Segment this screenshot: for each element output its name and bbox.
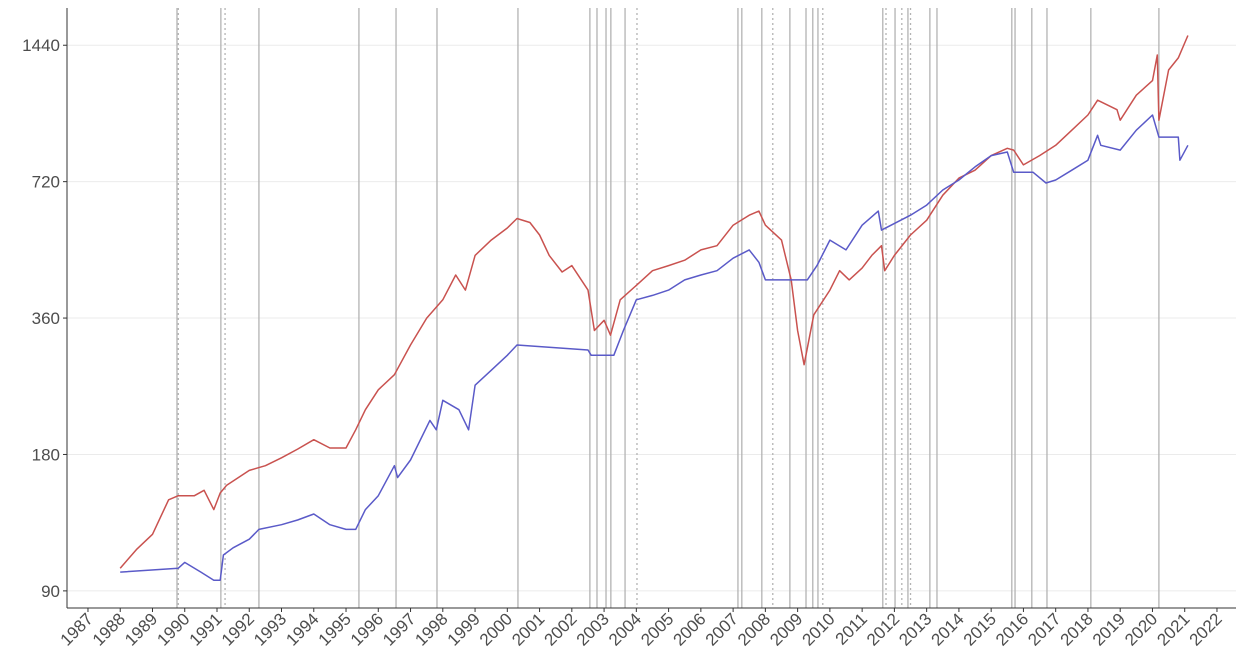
y-tick-label: 90 [41,582,60,601]
x-tick-label: 2010 [799,609,839,649]
x-tick-label: 2019 [1089,609,1129,649]
x-tick-label: 2014 [928,609,968,649]
x-tick-label: 1994 [282,609,322,649]
y-tick-label: 360 [32,309,60,328]
series-line [119,35,1189,569]
x-tick-label: 2002 [540,609,580,649]
x-tick-label: 2015 [960,609,1000,649]
x-tick-label: 2022 [1186,609,1226,649]
x-tick-label: 1996 [347,609,387,649]
x-tick-label: 2008 [734,609,774,649]
x-tick-label: 2018 [1057,609,1097,649]
x-tick-label: 1992 [218,609,258,649]
x-tick-label: 1999 [444,609,484,649]
x-tick-label: 2020 [1121,609,1161,649]
x-tick-label: 2011 [832,609,871,648]
x-tick-label: 1988 [89,609,129,649]
y-tick-label: 720 [32,173,60,192]
y-tick-label: 1440 [22,36,60,55]
x-tick-label: 2000 [476,609,516,649]
series-line [120,114,1189,581]
x-tick-label: 2009 [766,609,806,649]
x-tick-label: 1997 [379,609,419,649]
x-tick-label: 1989 [121,609,161,649]
x-tick-label: 2021 [1153,609,1193,649]
x-tick-label: 2003 [573,609,613,649]
y-tick-label: 180 [32,445,60,464]
x-tick-label: 2004 [605,609,645,649]
x-tick-label: 1991 [186,609,226,649]
x-tick-label: 2005 [637,609,677,649]
x-tick-label: 1993 [250,609,290,649]
x-tick-label: 2001 [508,609,548,649]
x-tick-label: 1998 [411,609,451,649]
x-tick-label: 2012 [863,609,903,649]
x-tick-label: 1995 [315,609,355,649]
x-tick-label: 2006 [669,609,709,649]
x-tick-label: 2013 [895,609,935,649]
x-tick-label: 2017 [1024,609,1064,649]
x-tick-label: 2016 [992,609,1032,649]
x-tick-label: 1990 [153,609,193,649]
x-tick-label: 1987 [57,609,97,649]
x-tick-label: 2007 [702,609,742,649]
